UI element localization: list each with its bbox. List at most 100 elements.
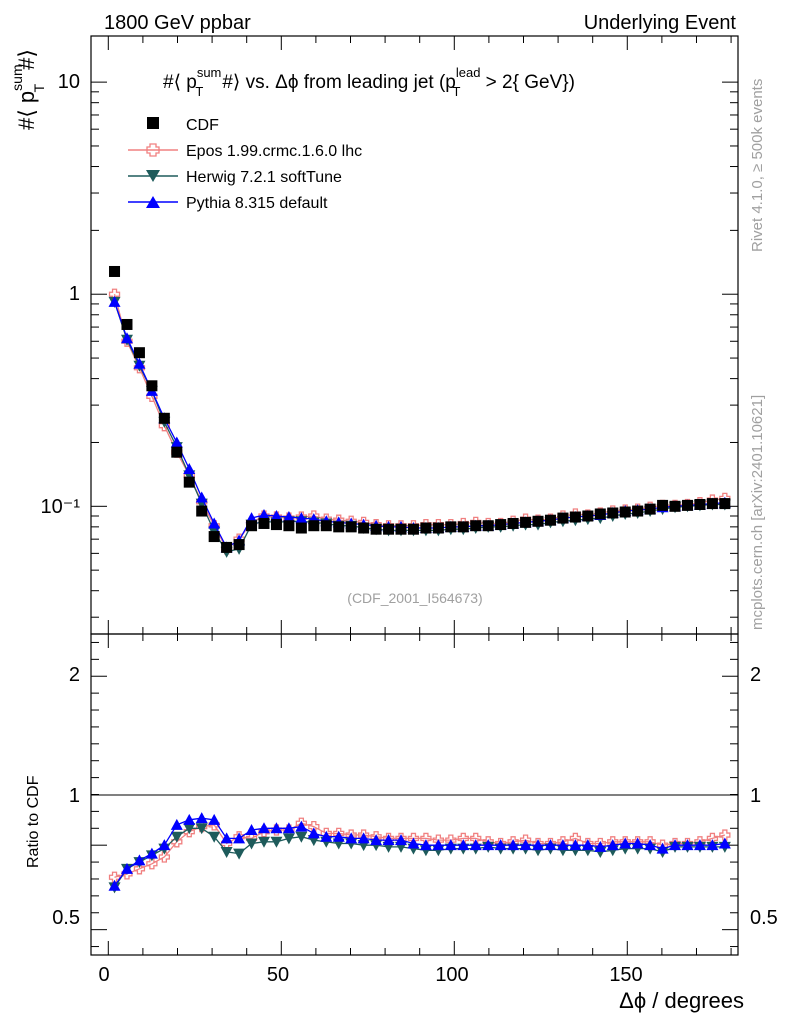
ratio-point-pythia-8-315-default <box>706 839 719 851</box>
point-pythia-8-315-default <box>170 436 183 448</box>
point-cdf <box>158 412 170 424</box>
ratio-axis-label: Ratio to CDF <box>25 775 42 868</box>
point-cdf <box>258 517 270 529</box>
ratio-point-epos-1-99-crmc-1-6-0-lhc <box>133 863 146 875</box>
ratio-point-pythia-8-315-default <box>195 812 208 824</box>
ratio-point-pythia-8-315-default <box>257 822 270 834</box>
ratio-point-herwig-7-2-1-softtune <box>282 833 295 845</box>
ratio-point-herwig-7-2-1-softtune <box>208 831 221 843</box>
point-cdf <box>482 520 494 532</box>
point-cdf <box>532 515 544 527</box>
ratio-point-pythia-8-315-default <box>444 839 457 851</box>
y-axis-label-b: #⟩ <box>14 49 39 70</box>
point-cdf <box>233 539 245 551</box>
legend-marker-pythia <box>146 196 160 208</box>
point-cdf <box>308 520 320 532</box>
ratio-point-pythia-8-315-default <box>644 839 657 851</box>
legend-label-herwig: Herwig 7.2.1 softTune <box>186 169 342 186</box>
chart-title: #⟨ psum T #⟩ vs. Δϕ from leading jet (plea… <box>163 65 575 99</box>
ratio-point-herwig-7-2-1-softtune <box>170 831 183 843</box>
point-cdf <box>358 522 370 534</box>
legend: CDF Epos 1.99.crmc.1.6.0 lhc Herwig 7.2.… <box>128 117 362 212</box>
ratio-point-pythia-8-315-default <box>619 837 632 849</box>
point-pythia-8-315-default <box>183 462 196 474</box>
ratio-point-pythia-8-315-default <box>158 839 171 851</box>
ratio-point-herwig-7-2-1-softtune <box>195 823 208 835</box>
ratio-point-pythia-8-315-default <box>245 823 258 835</box>
ratio-point-pythia-8-315-default <box>382 834 395 846</box>
ratio-point-herwig-7-2-1-softtune <box>245 838 258 850</box>
side-text-mcplots: mcplots.cern.ch [arXiv:2401.10621] <box>749 395 766 630</box>
y-tick-label-0p1: 10⁻¹ <box>41 496 81 518</box>
point-cdf <box>395 523 407 535</box>
ratio-point-pythia-8-315-default <box>432 839 445 851</box>
point-pythia-8-315-default <box>282 511 295 523</box>
ratio-plot-marks <box>108 812 731 894</box>
point-cdf <box>520 516 532 528</box>
point-cdf <box>432 522 444 534</box>
point-cdf <box>681 499 693 511</box>
point-cdf <box>470 520 482 532</box>
ratio-point-pythia-8-315-default <box>581 839 594 851</box>
title-c-sup: lead <box>456 65 481 80</box>
ratio-point-pythia-8-315-default <box>395 834 408 846</box>
ratio-point-pythia-8-315-default <box>345 832 358 844</box>
point-cdf <box>121 318 133 330</box>
y-tick-label-1: 1 <box>69 283 80 305</box>
point-cdf <box>383 523 395 535</box>
x-axis-label: Δϕ / degrees <box>619 988 744 1013</box>
point-cdf <box>457 521 469 533</box>
point-cdf <box>183 476 195 488</box>
point-cdf <box>345 521 357 533</box>
ratio-point-pythia-8-315-default <box>419 839 432 851</box>
point-cdf <box>370 523 382 535</box>
point-cdf <box>221 541 233 553</box>
y-axis-label-a: #⟨ p <box>14 91 39 130</box>
point-cdf <box>333 521 345 533</box>
point-pythia-8-315-default <box>257 508 270 520</box>
ratio-point-pythia-8-315-default <box>270 822 283 834</box>
ratio-point-pythia-8-315-default <box>482 839 495 851</box>
ratio-point-pythia-8-315-default <box>494 839 507 851</box>
point-cdf <box>495 519 507 531</box>
point-cdf <box>407 523 419 535</box>
x-tick-label-50: 50 <box>267 964 289 986</box>
ratio-point-pythia-8-315-default <box>357 832 370 844</box>
ratio-line-herwig-7-2-1-softtune <box>113 827 725 888</box>
header-right: Underlying Event <box>584 12 737 34</box>
point-cdf <box>607 507 619 519</box>
ratio-point-pythia-8-315-default <box>407 837 420 849</box>
ratio-point-herwig-7-2-1-softtune <box>270 836 283 848</box>
point-cdf <box>208 531 220 543</box>
ratio-point-pythia-8-315-default <box>133 854 146 866</box>
ratio-point-herwig-7-2-1-softtune <box>183 823 196 835</box>
ratio-point-pythia-8-315-default <box>532 839 545 851</box>
ratio-point-pythia-8-315-default <box>631 837 644 849</box>
point-pythia-8-315-default <box>295 512 308 524</box>
point-cdf <box>594 508 606 520</box>
point-cdf <box>445 521 457 533</box>
point-cdf <box>582 510 594 522</box>
ratio-point-pythia-8-315-default <box>681 839 694 851</box>
side-text-rivet: Rivet 4.1.0, ≥ 500k events <box>749 79 766 252</box>
ratio-point-pythia-8-315-default <box>594 840 607 852</box>
point-pythia-8-315-default <box>195 491 208 503</box>
point-cdf <box>295 522 307 534</box>
ratio-point-pythia-8-315-default <box>282 822 295 834</box>
ratio-point-pythia-8-315-default <box>320 830 333 842</box>
ratio-tick-label-0p5-right: 0.5 <box>750 907 778 929</box>
point-cdf <box>420 522 432 534</box>
legend-marker-cdf <box>147 117 159 129</box>
ratio-point-pythia-8-315-default <box>656 842 669 854</box>
title-a: #⟨ p <box>163 72 197 93</box>
point-pythia-8-315-default <box>270 510 283 522</box>
ratio-point-pythia-8-315-default <box>544 839 557 851</box>
ratio-point-pythia-8-315-default <box>669 839 682 851</box>
ratio-point-pythia-8-315-default <box>457 839 470 851</box>
ratio-point-pythia-8-315-default <box>556 839 569 851</box>
point-pythia-8-315-default <box>108 295 121 307</box>
point-cdf <box>657 499 669 511</box>
point-cdf <box>644 503 656 515</box>
point-pythia-8-315-default <box>208 517 221 529</box>
